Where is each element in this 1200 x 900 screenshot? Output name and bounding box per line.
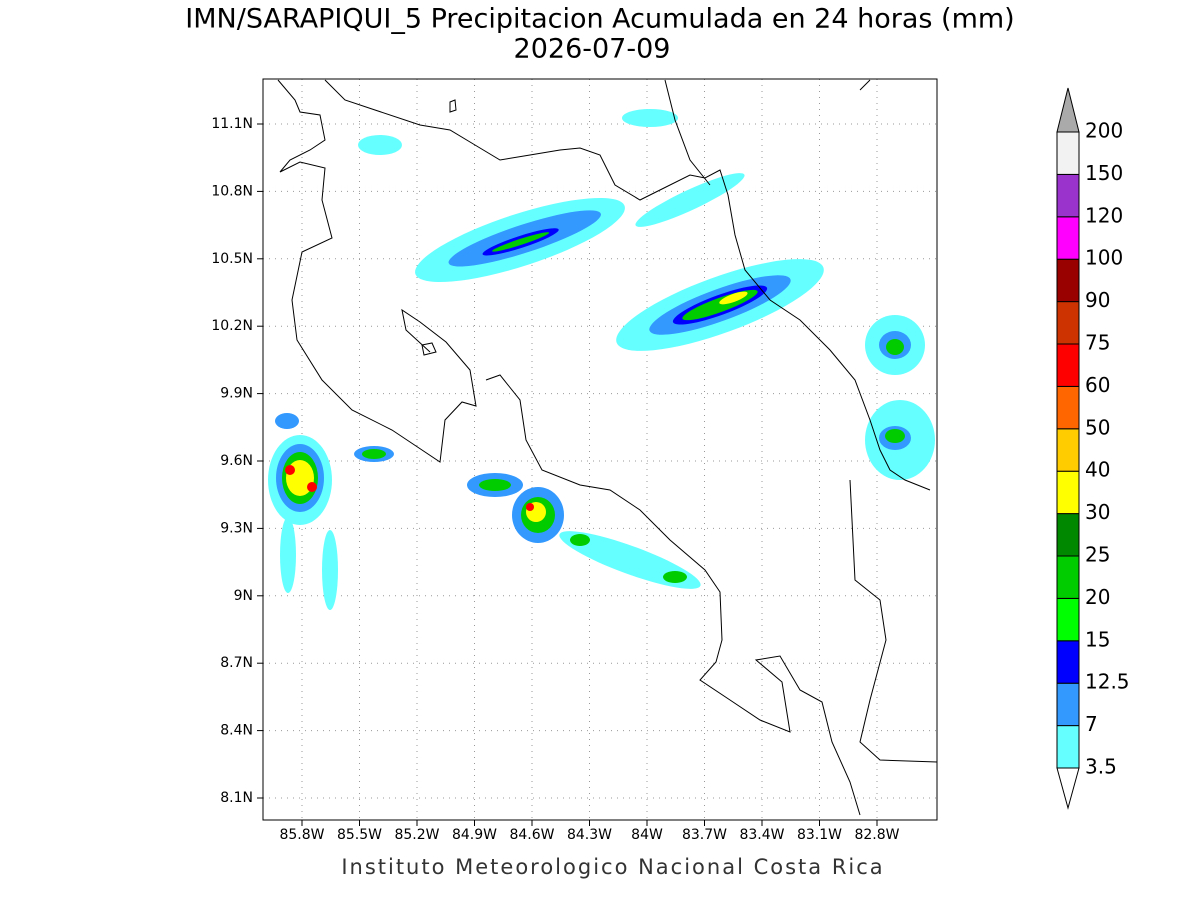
rain-cell [280,517,296,593]
colorbar-label: 40 [1085,458,1110,482]
lon-label: 85.2W [394,827,439,843]
rain-cell [285,465,295,475]
colorbar-under [1056,767,1080,810]
lat-label: 10.2N [211,318,253,334]
colorbar-label: 15 [1085,627,1110,651]
subtitle: 2026-07-09 [514,34,671,65]
colorbar-segment [1056,301,1080,345]
colorbar-segment [1056,725,1080,769]
map-frame [262,78,938,821]
lat-label: 10.5N [211,251,253,267]
rain-band-east [616,259,824,351]
colorbar-label: 30 [1085,500,1110,524]
title: IMN/SARAPIQUI_5 Precipitacion Acumulada … [185,4,1014,35]
rain-cell [479,479,511,491]
lat-label: 8.7N [220,655,253,671]
rain-cell [886,339,904,355]
lat-label: 9.6N [220,453,253,469]
colorbar-segment [1056,173,1080,218]
colorbar-label: 50 [1085,415,1110,439]
colorbar-label: 100 [1085,246,1123,270]
lon-label: 84.6W [509,827,554,843]
lon-label: 84W [631,827,663,843]
rain-cell [885,429,905,443]
lat-label: 9.9N [220,386,253,402]
lat-label: 11.1N [211,116,253,132]
colorbar-label: 60 [1085,373,1110,397]
colorbar-label: 90 [1085,288,1110,312]
lon-label: 83.1W [797,827,842,843]
lon-label: 83.4W [739,827,784,843]
rain-cell [358,135,402,155]
lon-label: 82.8W [854,827,899,843]
rain-cell [362,449,386,459]
colorbar-segment [1056,428,1080,472]
precipitation [268,109,935,610]
colorbar-over [1056,87,1080,133]
ticks: 11.1N 10.8N 10.5N 10.2N 9.9N 9.6N 9.3N 9N 8.7N 8.… [211,116,899,843]
grid [263,79,937,820]
lat-label: 10.8N [211,183,253,199]
colorbar-segment [1056,258,1080,303]
colorbar-label: 25 [1085,543,1110,567]
colorbar-segment [1056,216,1080,260]
colorbar-label: 120 [1085,203,1123,227]
colorbar-segment [1056,470,1080,515]
colorbar-label: 12.5 [1085,670,1130,694]
colorbar-segment [1056,385,1080,430]
lon-label: 83.7W [682,827,727,843]
lat-label: 9N [234,588,253,604]
lon-label: 84.3W [567,827,612,843]
colorbar-label: 7 [1085,712,1098,736]
colorbar-segment [1056,513,1080,557]
colorbar-label: 3.5 [1085,755,1117,779]
lat-label: 8.4N [220,723,253,739]
colorbar-segment [1056,682,1080,727]
rain-cell [663,571,687,583]
rain-cell [570,534,590,546]
colorbar-label: 75 [1085,331,1110,355]
colorbar-label: 150 [1085,161,1123,185]
rain-cell [322,530,338,610]
coastlines [277,79,938,816]
rain-cell [526,503,534,511]
colorbar-segment [1056,597,1080,642]
lat-label: 8.1N [220,790,253,806]
rain-cell [307,482,317,492]
footer: Instituto Meteorologico Nacional Costa R… [341,855,884,879]
lon-label: 85.8W [279,827,324,843]
colorbar-segment [1056,131,1080,175]
lat-label: 9.3N [220,520,253,536]
rain-cell [275,413,299,429]
colorbar-segment [1056,555,1080,599]
colorbar-segment [1056,640,1080,684]
rain-cell [635,173,745,227]
rain-cell [622,109,678,127]
rain-band-north [415,197,625,283]
colorbar-label: 20 [1085,585,1110,609]
lon-label: 84.9W [452,827,497,843]
colorbar-label: 200 [1085,119,1123,143]
colorbar: 3.5 7 12.5 15 20 25 30 40 50 60 75 90 100 120 150 200 [1056,87,1130,810]
colorbar-segment [1056,343,1080,387]
lon-label: 85.5W [337,827,382,843]
